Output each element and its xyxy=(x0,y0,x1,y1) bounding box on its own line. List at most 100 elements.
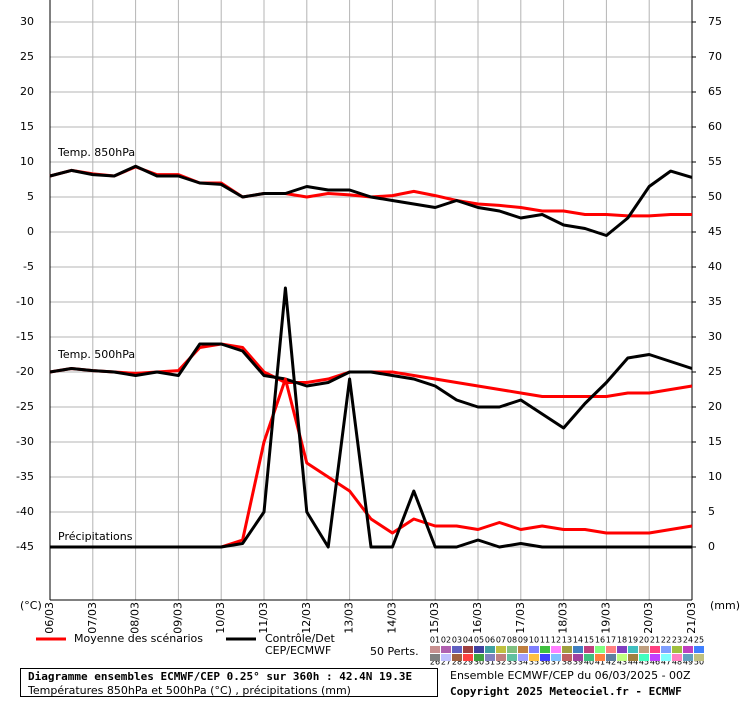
x-tick-label: 12/03 xyxy=(300,602,313,634)
member-label: 37 xyxy=(551,658,561,667)
x-tick-label: 21/03 xyxy=(685,602,698,634)
member-label: 12 xyxy=(551,636,561,645)
member-swatch xyxy=(650,646,660,653)
x-tick-label: 06/03 xyxy=(43,602,56,634)
x-tick-label: 18/03 xyxy=(557,602,570,634)
member-swatch xyxy=(595,654,605,661)
member-label: 10 xyxy=(529,636,539,645)
member-label: 02 xyxy=(441,636,451,645)
y-tick-label: 5 xyxy=(27,190,34,203)
member-swatch xyxy=(529,646,539,653)
member-label: 03 xyxy=(452,636,462,645)
y-tick-label: 25 xyxy=(20,50,34,63)
y-tick-label: 15 xyxy=(20,120,34,133)
member-label: 32 xyxy=(496,658,506,667)
y2-tick-label: 40 xyxy=(708,260,722,273)
y2-tick-label: 5 xyxy=(708,505,715,518)
y-tick-label: -20 xyxy=(16,365,34,378)
y2-tick-label: 10 xyxy=(708,470,722,483)
member-swatch xyxy=(496,654,506,661)
member-label: 04 xyxy=(463,636,473,645)
annotation: Temp. 850hPa xyxy=(57,146,135,159)
x-tick-label: 10/03 xyxy=(214,602,227,634)
member-swatch xyxy=(628,654,638,661)
member-swatch xyxy=(518,654,528,661)
member-label: 46 xyxy=(650,658,660,667)
member-label: 05 xyxy=(474,636,484,645)
member-label: 35 xyxy=(529,658,539,667)
plot-area xyxy=(50,0,692,600)
member-label: 18 xyxy=(617,636,627,645)
x-tick-label: 08/03 xyxy=(129,602,142,634)
member-label: 08 xyxy=(507,636,517,645)
y2-tick-label: 65 xyxy=(708,85,722,98)
member-swatch xyxy=(441,646,451,653)
member-swatch xyxy=(540,654,550,661)
y-tick-label: 30 xyxy=(20,15,34,28)
member-swatch xyxy=(430,654,440,661)
y2-tick-label: 0 xyxy=(708,540,715,553)
member-swatch xyxy=(551,646,561,653)
x-tick-label: 07/03 xyxy=(86,602,99,634)
x-tick-label: 19/03 xyxy=(599,602,612,634)
member-label: 28 xyxy=(452,658,462,667)
footer-box xyxy=(20,668,438,697)
member-label: 07 xyxy=(496,636,506,645)
member-label: 27 xyxy=(441,658,451,667)
member-label: 40 xyxy=(584,658,594,667)
copyright: Copyright 2025 Meteociel.fr - ECMWF xyxy=(450,685,682,698)
member-label: 38 xyxy=(562,658,572,667)
member-label: 24 xyxy=(683,636,693,645)
member-swatch xyxy=(672,646,682,653)
x-tick-label: 14/03 xyxy=(385,602,398,634)
member-label: 06 xyxy=(485,636,495,645)
member-swatch xyxy=(639,646,649,653)
member-label: 48 xyxy=(672,658,682,667)
x-tick-label: 17/03 xyxy=(514,602,527,634)
member-label: 17 xyxy=(606,636,616,645)
member-label: 30 xyxy=(474,658,484,667)
member-label: 29 xyxy=(463,658,473,667)
subtitle: Températures 850hPa et 500hPa (°C) , pré… xyxy=(27,684,351,697)
member-swatch xyxy=(485,654,495,661)
legend-label: Moyenne des scénarios xyxy=(74,632,203,645)
member-swatch xyxy=(584,654,594,661)
member-swatch xyxy=(628,646,638,653)
member-swatch xyxy=(617,646,627,653)
member-label: 13 xyxy=(562,636,572,645)
member-label: 22 xyxy=(661,636,671,645)
y2-tick-label: 35 xyxy=(708,295,722,308)
member-swatch xyxy=(573,646,583,653)
member-label: 26 xyxy=(430,658,440,667)
member-label: 50 xyxy=(694,658,704,667)
member-swatch xyxy=(463,654,473,661)
y2-tick-label: 25 xyxy=(708,365,722,378)
member-label: 25 xyxy=(694,636,704,645)
y-axis-label: (°C) xyxy=(20,599,42,612)
x-tick-label: 16/03 xyxy=(471,602,484,634)
member-swatch xyxy=(441,654,451,661)
member-label: 34 xyxy=(518,658,528,667)
y-tick-label: 0 xyxy=(27,225,34,238)
y2-tick-label: 30 xyxy=(708,330,722,343)
x-tick-label: 20/03 xyxy=(642,602,655,634)
member-swatch xyxy=(430,646,440,653)
member-label: 01 xyxy=(430,636,440,645)
member-label: 43 xyxy=(617,658,627,667)
y-tick-label: 20 xyxy=(20,85,34,98)
y-tick-label: -25 xyxy=(16,400,34,413)
y2-tick-label: 55 xyxy=(708,155,722,168)
member-label: 33 xyxy=(507,658,517,667)
x-tick-label: 09/03 xyxy=(171,602,184,634)
y2-tick-label: 20 xyxy=(708,400,722,413)
member-swatch xyxy=(595,646,605,653)
member-label: 47 xyxy=(661,658,671,667)
member-swatch xyxy=(562,646,572,653)
series-line xyxy=(49,342,693,430)
member-swatch xyxy=(672,654,682,661)
member-label: 11 xyxy=(540,636,550,645)
y2-tick-label: 45 xyxy=(708,225,722,238)
member-swatch xyxy=(540,646,550,653)
